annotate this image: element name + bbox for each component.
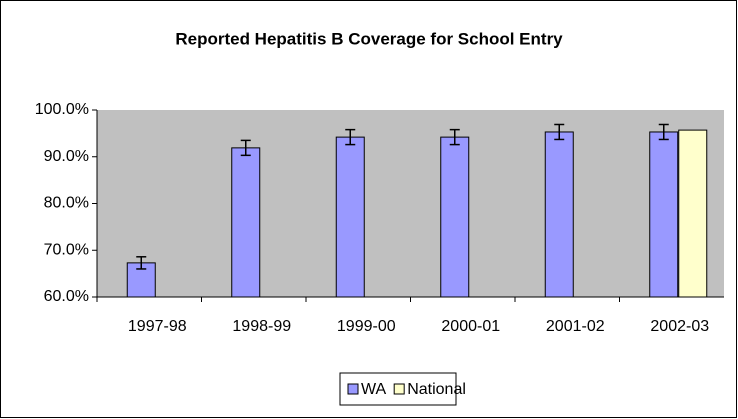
- x-tick-label: 2000-01: [441, 318, 500, 335]
- x-tick-label: 1997-98: [128, 318, 187, 335]
- bar: [335, 136, 365, 298]
- bar: [544, 131, 574, 298]
- x-tick-label: 1999-00: [337, 318, 396, 335]
- bar: [231, 147, 261, 298]
- y-tick-label: 80.0%: [44, 195, 89, 212]
- legend-swatch: [347, 383, 359, 395]
- bar: [678, 129, 708, 298]
- chart-title: Reported Hepatitis B Coverage for School…: [175, 29, 563, 48]
- x-tick-label: 1998-99: [232, 318, 291, 335]
- y-tick-label: 70.0%: [44, 241, 89, 258]
- legend-label: National: [407, 381, 466, 398]
- y-tick-label: 90.0%: [44, 148, 89, 165]
- y-tick-label: 100.0%: [35, 101, 89, 118]
- error-bar: [136, 256, 147, 270]
- legend-swatch: [393, 383, 405, 395]
- error-bar: [449, 128, 460, 146]
- error-bar: [554, 123, 565, 141]
- legend-label: WA: [361, 381, 387, 398]
- x-tick-label: 2001-02: [546, 318, 605, 335]
- bar: [649, 131, 679, 298]
- x-tick-label: 2002-03: [650, 318, 709, 335]
- plot-area: [97, 110, 724, 297]
- bar: [440, 136, 470, 298]
- error-bar: [345, 128, 356, 146]
- y-tick-label: 60.0%: [44, 288, 89, 305]
- error-bar: [658, 123, 669, 141]
- error-bar: [240, 139, 251, 157]
